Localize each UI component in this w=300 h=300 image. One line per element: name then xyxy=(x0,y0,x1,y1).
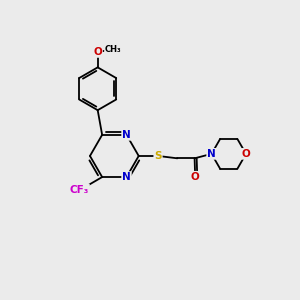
Text: N: N xyxy=(207,149,216,159)
Text: N: N xyxy=(122,172,131,182)
Text: CF₃: CF₃ xyxy=(70,184,89,194)
Text: N: N xyxy=(122,130,131,140)
Text: O: O xyxy=(191,172,200,182)
Text: CH₃: CH₃ xyxy=(105,45,122,54)
Text: S: S xyxy=(154,151,162,161)
Text: O: O xyxy=(242,149,250,159)
Text: O: O xyxy=(93,47,102,57)
